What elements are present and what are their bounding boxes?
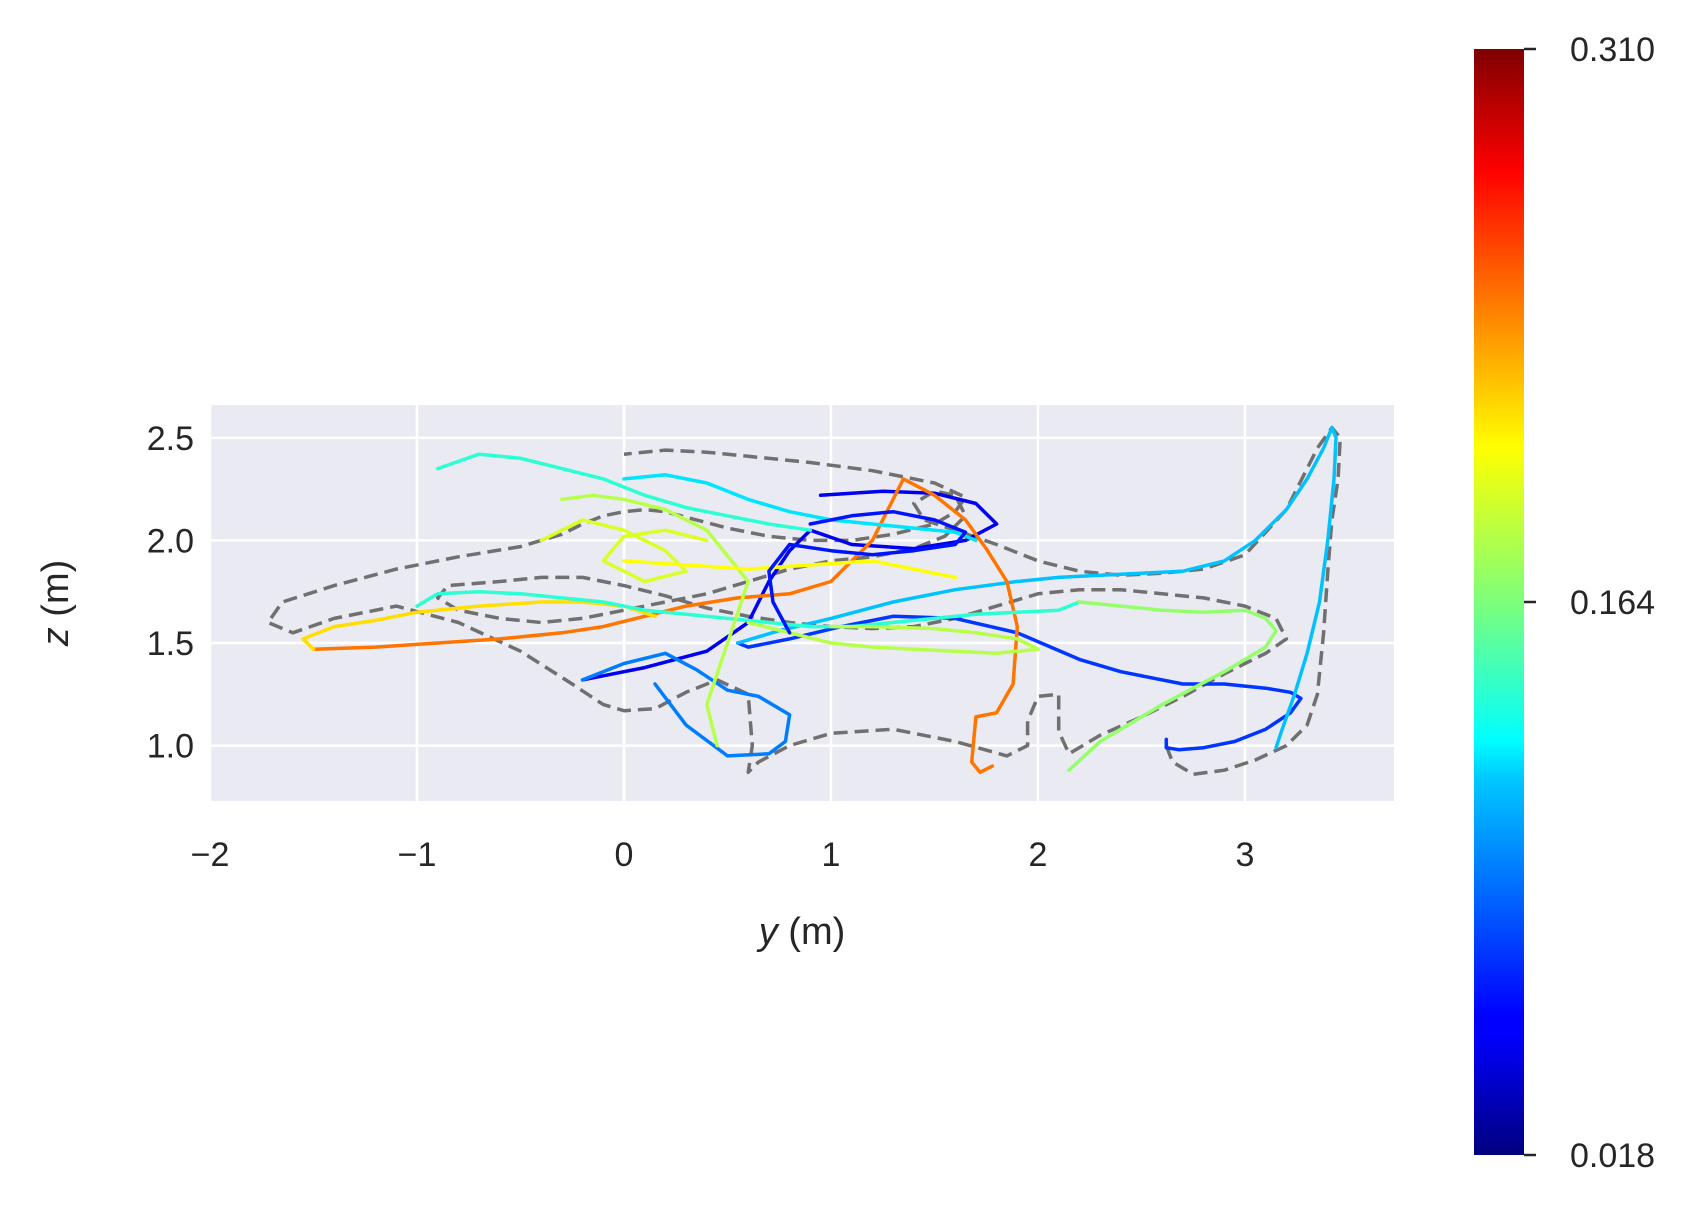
trajectory-segment: [301, 600, 657, 651]
trajectory-segment: [580, 651, 792, 758]
trajectory-segment: [736, 425, 1338, 750]
colorbar-tick-label: 0.164: [1570, 584, 1655, 622]
trajectory-segment: [622, 473, 978, 543]
trajectory-segment: [622, 559, 957, 580]
y-axis-unit: (m): [35, 560, 77, 628]
trajectory-segment: [435, 452, 813, 532]
y-tick-label: 1.0: [147, 728, 194, 766]
x-tick-label: −1: [398, 836, 437, 874]
colorbar-gradient: [1474, 49, 1524, 1155]
trajectory-segment: [560, 493, 750, 748]
x-tick-label: 2: [1029, 836, 1048, 874]
trajectory-segment: [746, 620, 1040, 656]
colorbar-tick-label: 0.018: [1570, 1137, 1655, 1175]
trajectory-segment: [736, 614, 1303, 752]
x-axis-ticks: −2 −1 0 1 2 3: [191, 836, 1255, 874]
reference-path: [266, 425, 1342, 777]
y-tick-label: 1.5: [147, 625, 194, 663]
x-tick-label: 1: [822, 836, 841, 874]
x-tick-label: 0: [615, 836, 634, 874]
y-tick-label: 2.0: [147, 522, 194, 560]
x-tick-label: −2: [191, 836, 230, 874]
grid: [208, 405, 1394, 801]
trajectory-segment: [767, 509, 968, 635]
x-tick-label: 3: [1236, 836, 1255, 874]
trajectory-segment: [1067, 600, 1278, 772]
y-tick-label: 2.5: [147, 420, 194, 458]
x-axis-variable: y: [756, 911, 780, 953]
x-axis-title: y (m): [756, 911, 846, 953]
trajectory-segment: [539, 518, 709, 584]
colorbar-ticks: 0.018 0.164 0.310: [1524, 31, 1655, 1175]
y-axis-ticks: 1.0 1.5 2.0 2.5: [147, 420, 194, 766]
colorbar-tick-label: 0.310: [1570, 31, 1655, 69]
x-axis-unit: (m): [778, 911, 846, 953]
y-axis-title: z (m): [35, 560, 77, 648]
colorbar: 0.018 0.164 0.310: [1474, 31, 1655, 1175]
trajectory-segment: [415, 589, 1082, 629]
plot-background: [210, 405, 1394, 801]
reference-trajectory: [266, 425, 1342, 777]
estimated-trajectory: [301, 425, 1338, 775]
trajectory-segment: [311, 477, 1020, 775]
y-axis-variable: z: [35, 627, 77, 647]
